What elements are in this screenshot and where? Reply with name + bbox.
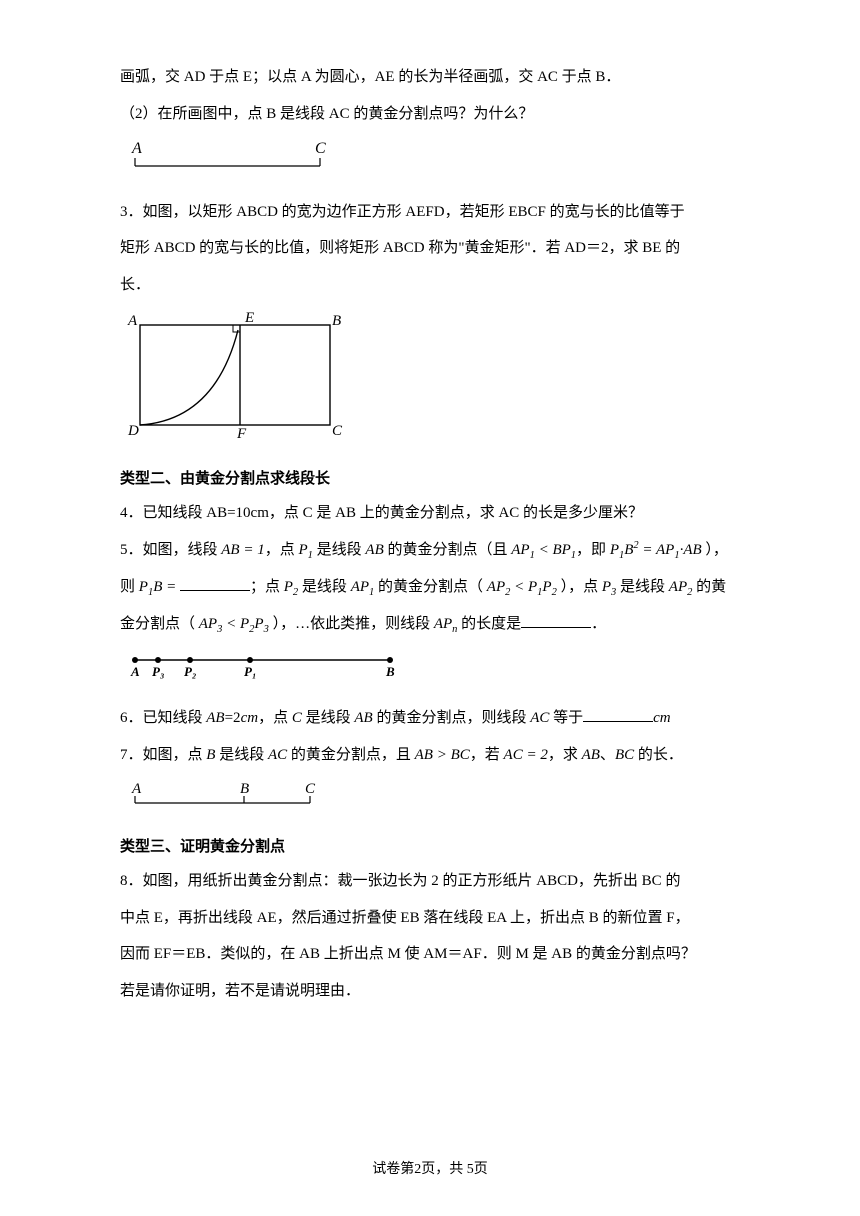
page-footer: 试卷第2页，共 5页 [0, 1154, 860, 1186]
svg-text:B: B [240, 781, 249, 797]
problem-3-line3: 长． [120, 268, 740, 303]
svg-text:A: A [130, 664, 140, 679]
problem-8-line4: 若是请你证明，若不是请说明理由． [120, 974, 740, 1009]
svg-text:C: C [315, 140, 326, 157]
section-2-title: 类型二、由黄金分割点求线段长 [120, 462, 740, 497]
blank-3 [583, 707, 653, 722]
blank-1 [180, 576, 250, 591]
problem-2-part2: （2）在所画图中，点 B 是线段 AC 的黄金分割点吗？为什么？ [120, 97, 740, 132]
svg-text:B: B [332, 313, 341, 329]
svg-text:F: F [236, 426, 247, 440]
svg-text:P₃: P₃ [152, 664, 164, 679]
svg-text:B: B [385, 664, 395, 679]
figure-ABC-segment: A B C [120, 780, 740, 822]
svg-text:A: A [131, 140, 142, 157]
problem-8-line2: 中点 E，再折出线段 AE，然后通过折叠使 EB 落在线段 EA 上，折出点 B… [120, 901, 740, 936]
problem-3-line1: 3．如图，以矩形 ABCD 的宽为边作正方形 AEFD，若矩形 EBCF 的宽与… [120, 195, 740, 230]
svg-text:E: E [244, 310, 254, 326]
problem-8-line1: 8．如图，用纸折出黄金分割点：裁一张边长为 2 的正方形纸片 ABCD，先折出 … [120, 864, 740, 899]
figure-AC-segment: A C [120, 139, 740, 187]
figure-golden-rect: A E B D F C [120, 310, 740, 454]
problem-5-line3: 金分割点（ AP3 < P2P3 ），…依此类推，则线段 APn 的长度是． [120, 607, 740, 642]
svg-text:C: C [305, 781, 316, 797]
blank-2 [521, 613, 591, 628]
figure-points-line: A P₃ P₂ P₁ B [120, 650, 740, 694]
section-3-title: 类型三、证明黄金分割点 [120, 830, 740, 865]
problem-8-line3: 因而 EF＝EB．类似的，在 AB 上折出点 M 使 AM＝AF．则 M 是 A… [120, 937, 740, 972]
problem-5-line2: 则 P1B = ；点 P2 是线段 AP1 的黄金分割点（ AP2 < P1P2… [120, 570, 740, 605]
problem-7: 7．如图，点 B 是线段 AC 的黄金分割点，且 AB > BC，若 AC = … [120, 738, 740, 773]
problem-2-cont-1: 画弧，交 AD 于点 E；以点 A 为圆心，AE 的长为半径画弧，交 AC 于点… [120, 60, 740, 95]
svg-text:A: A [127, 313, 138, 329]
problem-5-line1: 5．如图，线段 AB = 1，点 P1 是线段 AB 的黄金分割点（且 AP1 … [120, 533, 740, 568]
svg-text:P₂: P₂ [184, 664, 196, 679]
svg-text:P₁: P₁ [244, 664, 256, 679]
svg-text:A: A [131, 781, 142, 797]
problem-3-line2: 矩形 ABCD 的宽与长的比值，则将矩形 ABCD 称为"黄金矩形"．若 AD＝… [120, 231, 740, 266]
problem-4: 4．已知线段 AB=10cm，点 C 是 AB 上的黄金分割点，求 AC 的长是… [120, 496, 740, 531]
svg-text:C: C [332, 423, 343, 439]
svg-text:D: D [127, 423, 139, 439]
problem-6: 6．已知线段 AB=2cm，点 C 是线段 AB 的黄金分割点，则线段 AC 等… [120, 701, 740, 736]
